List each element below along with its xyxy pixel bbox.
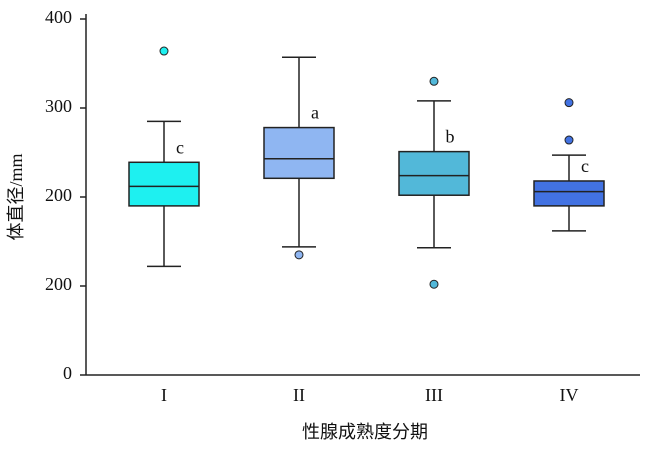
box xyxy=(263,126,335,180)
x-tick-label: II xyxy=(293,385,305,405)
y-tick-label: 400 xyxy=(45,7,72,27)
y-tick-label: 200 xyxy=(45,274,72,294)
box xyxy=(398,150,470,196)
x-axis-label: 性腺成熟度分期 xyxy=(302,422,428,442)
box xyxy=(533,180,605,207)
outlier xyxy=(294,250,304,260)
x-tick-label: III xyxy=(425,385,443,405)
annotation: c xyxy=(581,156,589,176)
y-tick-label: 0 xyxy=(63,363,72,383)
box xyxy=(128,161,200,207)
y-axis-label: 体直径/mm xyxy=(6,153,26,240)
outlier xyxy=(159,46,169,56)
annotation: a xyxy=(311,103,319,123)
outlier xyxy=(564,135,574,145)
outlier xyxy=(564,98,574,108)
y-tick-label: 200 xyxy=(45,185,72,205)
annotation: c xyxy=(176,137,184,157)
annotation: b xyxy=(446,127,455,147)
x-tick-label: I xyxy=(161,385,167,405)
outlier xyxy=(429,279,439,289)
x-tick-label: IV xyxy=(560,385,579,405)
y-tick-label: 300 xyxy=(45,96,72,116)
outlier xyxy=(429,76,439,86)
